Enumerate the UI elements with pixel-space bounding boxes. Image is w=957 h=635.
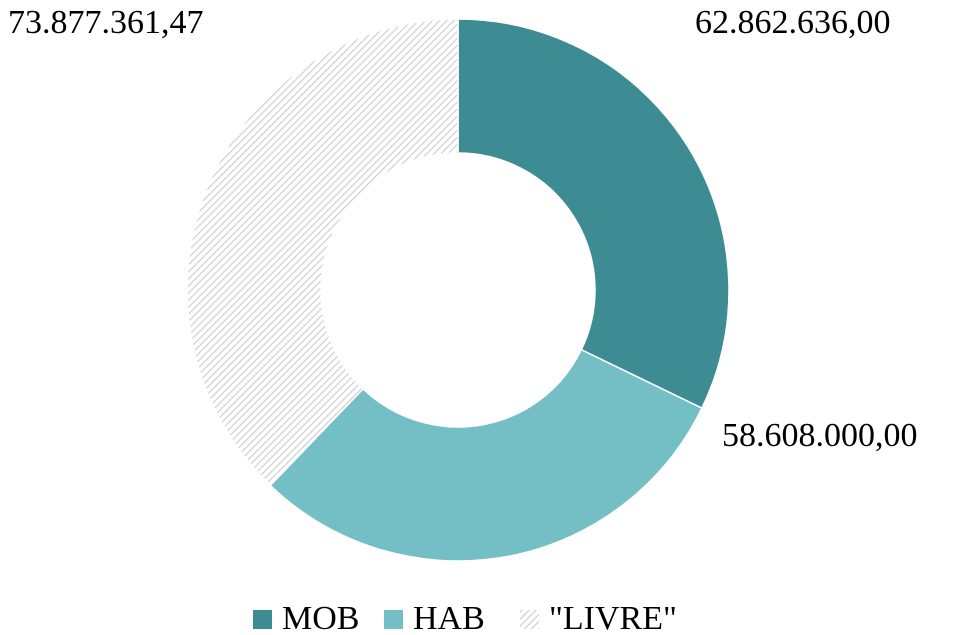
legend-label: "LIVRE"	[549, 600, 677, 635]
donut-segment	[269, 348, 703, 562]
legend-swatch	[253, 610, 272, 629]
legend-swatch	[384, 610, 403, 629]
legend-swatch	[520, 610, 539, 629]
donut-segment	[186, 18, 459, 487]
data-label: 58.608.000,00	[722, 417, 918, 454]
legend-label: HAB	[413, 600, 485, 635]
donut-segment	[457, 18, 730, 410]
legend-label: MOB	[282, 600, 359, 635]
data-label: 62.862.636,00	[695, 4, 891, 41]
data-label: 73.877.361,47	[8, 4, 204, 41]
